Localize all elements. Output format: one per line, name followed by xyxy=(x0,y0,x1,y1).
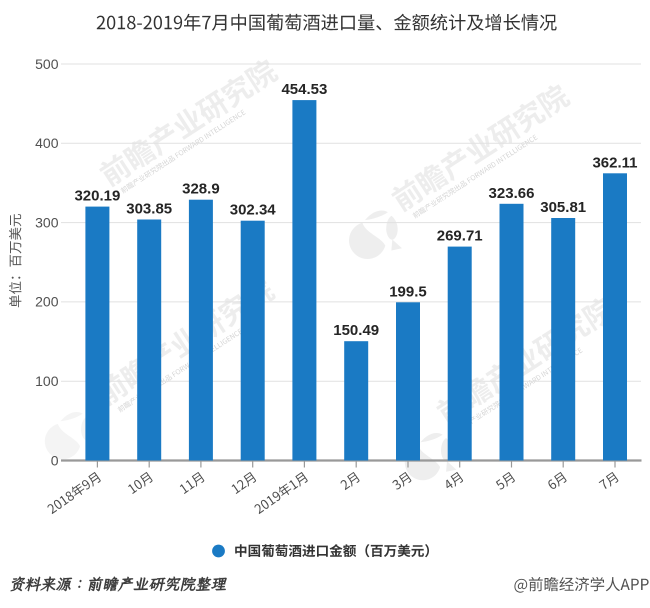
svg-text:400: 400 xyxy=(35,135,59,151)
svg-text:305.81: 305.81 xyxy=(540,199,586,216)
svg-text:302.34: 302.34 xyxy=(230,202,277,219)
svg-text:200: 200 xyxy=(35,294,59,310)
svg-text:320.19: 320.19 xyxy=(74,188,120,205)
svg-text:500: 500 xyxy=(35,56,59,72)
svg-text:300: 300 xyxy=(35,214,59,230)
svg-text:0: 0 xyxy=(51,452,59,468)
svg-text:328.9: 328.9 xyxy=(182,181,220,198)
svg-text:269.71: 269.71 xyxy=(437,228,483,245)
svg-text:323.66: 323.66 xyxy=(489,185,535,202)
svg-text:100: 100 xyxy=(35,373,59,389)
svg-text:454.53: 454.53 xyxy=(281,81,327,98)
svg-text:362.11: 362.11 xyxy=(592,154,637,171)
svg-text:199.5: 199.5 xyxy=(389,283,427,300)
svg-text:150.49: 150.49 xyxy=(333,322,379,339)
svg-text:303.85: 303.85 xyxy=(126,201,172,218)
